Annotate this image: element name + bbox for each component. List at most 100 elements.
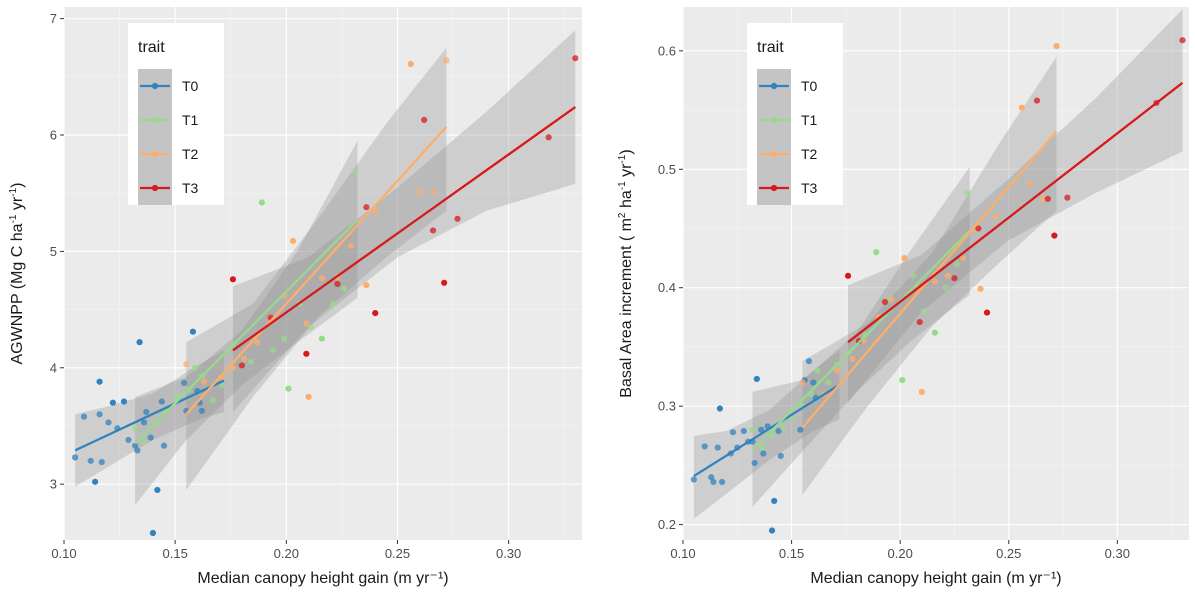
y-axis-label-part: ) xyxy=(618,149,635,154)
x-tick-label: 0.10 xyxy=(670,546,695,561)
data-point-t3 xyxy=(303,350,310,357)
data-point-t3 xyxy=(1064,194,1071,201)
y-tick-label: 3 xyxy=(50,477,57,492)
y-tick-label: 0.6 xyxy=(658,43,676,58)
data-point-t2 xyxy=(363,282,370,289)
legend-key-point xyxy=(151,150,159,158)
data-point-t2 xyxy=(799,379,806,386)
y-axis-label-superscript: 2 xyxy=(617,212,628,218)
y-axis-label-part: yr xyxy=(9,196,26,214)
data-point-t0 xyxy=(149,529,157,537)
data-point-t0 xyxy=(760,450,767,457)
data-point-t0 xyxy=(729,429,737,436)
confidence-band-t3 xyxy=(848,9,1183,403)
data-point-t3 xyxy=(983,309,991,316)
y-tick-label: 7 xyxy=(50,11,57,26)
x-tick-label: 0.30 xyxy=(1105,546,1130,561)
data-point-t0 xyxy=(768,527,776,534)
fit-line-t3 xyxy=(847,81,1184,344)
data-point-t1 xyxy=(749,426,756,433)
legend-label: T2 xyxy=(801,146,818,162)
legend-title: trait xyxy=(757,39,784,56)
data-point-t0 xyxy=(198,407,205,414)
data-point-t1 xyxy=(307,323,314,331)
data-point-t0 xyxy=(80,413,88,420)
data-point-t2 xyxy=(229,364,237,371)
data-point-t3 xyxy=(572,55,579,62)
data-point-t2 xyxy=(1040,195,1047,202)
data-point-t2 xyxy=(944,272,952,279)
y-tick-label: 0.2 xyxy=(658,517,676,532)
data-point-t1 xyxy=(174,392,181,399)
x-axis-label: Median canopy height gain (m yr⁻¹) xyxy=(197,570,448,587)
data-point-t1 xyxy=(140,439,148,446)
legend: trait T0 T1 T2 T3 xyxy=(747,23,843,205)
data-point-t3 xyxy=(1179,37,1186,44)
x-tick-label: 0.15 xyxy=(163,546,188,561)
data-point-t0 xyxy=(775,427,782,435)
data-point-t1 xyxy=(280,335,288,342)
data-point-t1 xyxy=(352,167,359,175)
data-point-t2 xyxy=(429,188,437,196)
data-point-t3 xyxy=(916,318,923,326)
data-point-t2 xyxy=(254,339,261,346)
data-point-t0 xyxy=(810,379,817,386)
data-point-t0 xyxy=(125,436,132,444)
data-point-t1 xyxy=(209,397,217,404)
data-point-t0 xyxy=(701,443,708,450)
x-tick-label: 0.10 xyxy=(51,546,76,561)
data-point-t2 xyxy=(901,255,908,262)
data-point-t2 xyxy=(305,393,312,400)
data-point-t0 xyxy=(740,427,747,435)
data-point-t3 xyxy=(881,298,889,306)
chart-panel-2: 0.10 0.15 0.20 0.25 0.30 0.2 0.3 0.4 0.5 0.6 Media… xyxy=(617,7,1189,587)
data-point-t0 xyxy=(189,328,197,335)
data-point-t0 xyxy=(96,378,103,385)
data-point-t0 xyxy=(120,398,128,405)
data-point-t3 xyxy=(1033,97,1041,104)
data-point-t1 xyxy=(899,377,906,384)
data-point-t2 xyxy=(1027,180,1034,187)
data-point-t2 xyxy=(443,57,450,64)
y-axis-label: Basal Area increment ( m2 ha-1 yr-1) xyxy=(617,149,635,397)
data-point-t1 xyxy=(247,358,254,366)
data-point-t0 xyxy=(136,339,143,346)
y-axis-label-superscript: -1 xyxy=(617,154,628,163)
data-point-t1 xyxy=(910,272,917,279)
data-point-t3 xyxy=(545,134,552,141)
data-point-t0 xyxy=(143,408,150,416)
data-point-t3 xyxy=(238,362,245,369)
data-point-t0 xyxy=(147,434,154,441)
y-tick-label: 0.5 xyxy=(658,162,676,177)
data-point-t1 xyxy=(779,424,786,431)
y-axis-label-superscript: -1 xyxy=(8,187,19,196)
fit-line-t1 xyxy=(751,230,971,451)
y-axis-label-part: Basal Area increment ( m xyxy=(618,218,635,398)
data-point-t0 xyxy=(140,419,148,426)
y-axis-label-superscript: -1 xyxy=(8,214,19,223)
data-point-t0 xyxy=(805,358,813,365)
legend-key-point xyxy=(770,150,778,158)
data-point-t2 xyxy=(1053,42,1060,50)
data-point-t2 xyxy=(834,367,841,374)
y-axis-label-part: AGWNPP (Mg C ha xyxy=(9,223,26,364)
data-point-t2 xyxy=(1018,104,1025,111)
y-axis-label: AGWNPP (Mg C ha-1 yr-1) xyxy=(8,183,26,365)
fit-line-t2 xyxy=(185,126,448,416)
data-point-t3 xyxy=(1044,195,1051,202)
data-point-t1 xyxy=(318,335,325,342)
x-tick-label: 0.15 xyxy=(779,546,804,561)
data-point-t0 xyxy=(751,459,758,467)
data-point-t3 xyxy=(441,279,448,286)
chart-panel-1: 0.10 0.15 0.20 0.25 0.30 3 4 5 6 7 Median canopy h… xyxy=(8,7,582,587)
data-point-t1 xyxy=(920,308,928,315)
legend-label: T3 xyxy=(801,180,818,196)
data-point-t0 xyxy=(718,478,726,486)
x-tick-label: 0.25 xyxy=(385,546,410,561)
data-point-t1 xyxy=(768,432,776,439)
y-axis-label-part: yr xyxy=(618,163,635,181)
data-point-t0 xyxy=(160,442,168,449)
data-point-t2 xyxy=(992,213,999,220)
data-point-t2 xyxy=(318,275,325,282)
legend-key-point xyxy=(151,82,159,90)
